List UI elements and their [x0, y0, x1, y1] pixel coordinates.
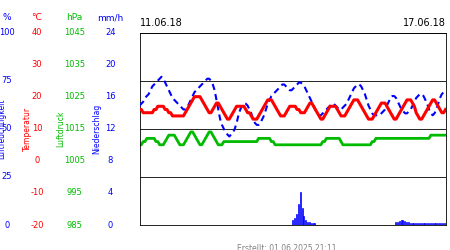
Text: 30: 30 — [32, 60, 42, 69]
Text: 1015: 1015 — [64, 124, 85, 133]
Text: %: % — [2, 13, 11, 22]
Text: 985: 985 — [66, 220, 82, 230]
Text: -10: -10 — [30, 188, 44, 198]
Text: 4: 4 — [108, 188, 113, 198]
Text: 11.06.18: 11.06.18 — [140, 18, 182, 28]
Text: 17.06.18: 17.06.18 — [403, 18, 446, 28]
Text: 16: 16 — [105, 92, 116, 101]
Text: Erstellt: 01.06.2025 21:11: Erstellt: 01.06.2025 21:11 — [238, 244, 337, 250]
Text: 75: 75 — [1, 76, 12, 85]
Text: 0: 0 — [34, 156, 40, 165]
Text: 1045: 1045 — [64, 28, 85, 37]
Text: 50: 50 — [1, 124, 12, 133]
Text: Luftfeuchtigkeit: Luftfeuchtigkeit — [0, 98, 7, 159]
Text: 20: 20 — [105, 60, 116, 69]
Text: mm/h: mm/h — [97, 13, 123, 22]
Text: 12: 12 — [105, 124, 116, 133]
Text: 1025: 1025 — [64, 92, 85, 101]
Text: Luftdruck: Luftdruck — [56, 110, 65, 147]
Text: 995: 995 — [67, 188, 82, 198]
Text: 100: 100 — [0, 28, 14, 37]
Text: -20: -20 — [30, 220, 44, 230]
Text: 1035: 1035 — [64, 60, 85, 69]
Text: °C: °C — [32, 13, 42, 22]
Text: 0: 0 — [108, 220, 113, 230]
Text: Temperatur: Temperatur — [22, 107, 32, 151]
Text: 10: 10 — [32, 124, 42, 133]
Text: 20: 20 — [32, 92, 42, 101]
Text: hPa: hPa — [66, 13, 82, 22]
Text: 0: 0 — [4, 220, 9, 230]
Text: 24: 24 — [105, 28, 116, 37]
Text: 8: 8 — [108, 156, 113, 165]
Text: 1005: 1005 — [64, 156, 85, 165]
Text: Niederschlag: Niederschlag — [92, 104, 101, 154]
Text: 40: 40 — [32, 28, 42, 37]
Text: 25: 25 — [1, 172, 12, 182]
